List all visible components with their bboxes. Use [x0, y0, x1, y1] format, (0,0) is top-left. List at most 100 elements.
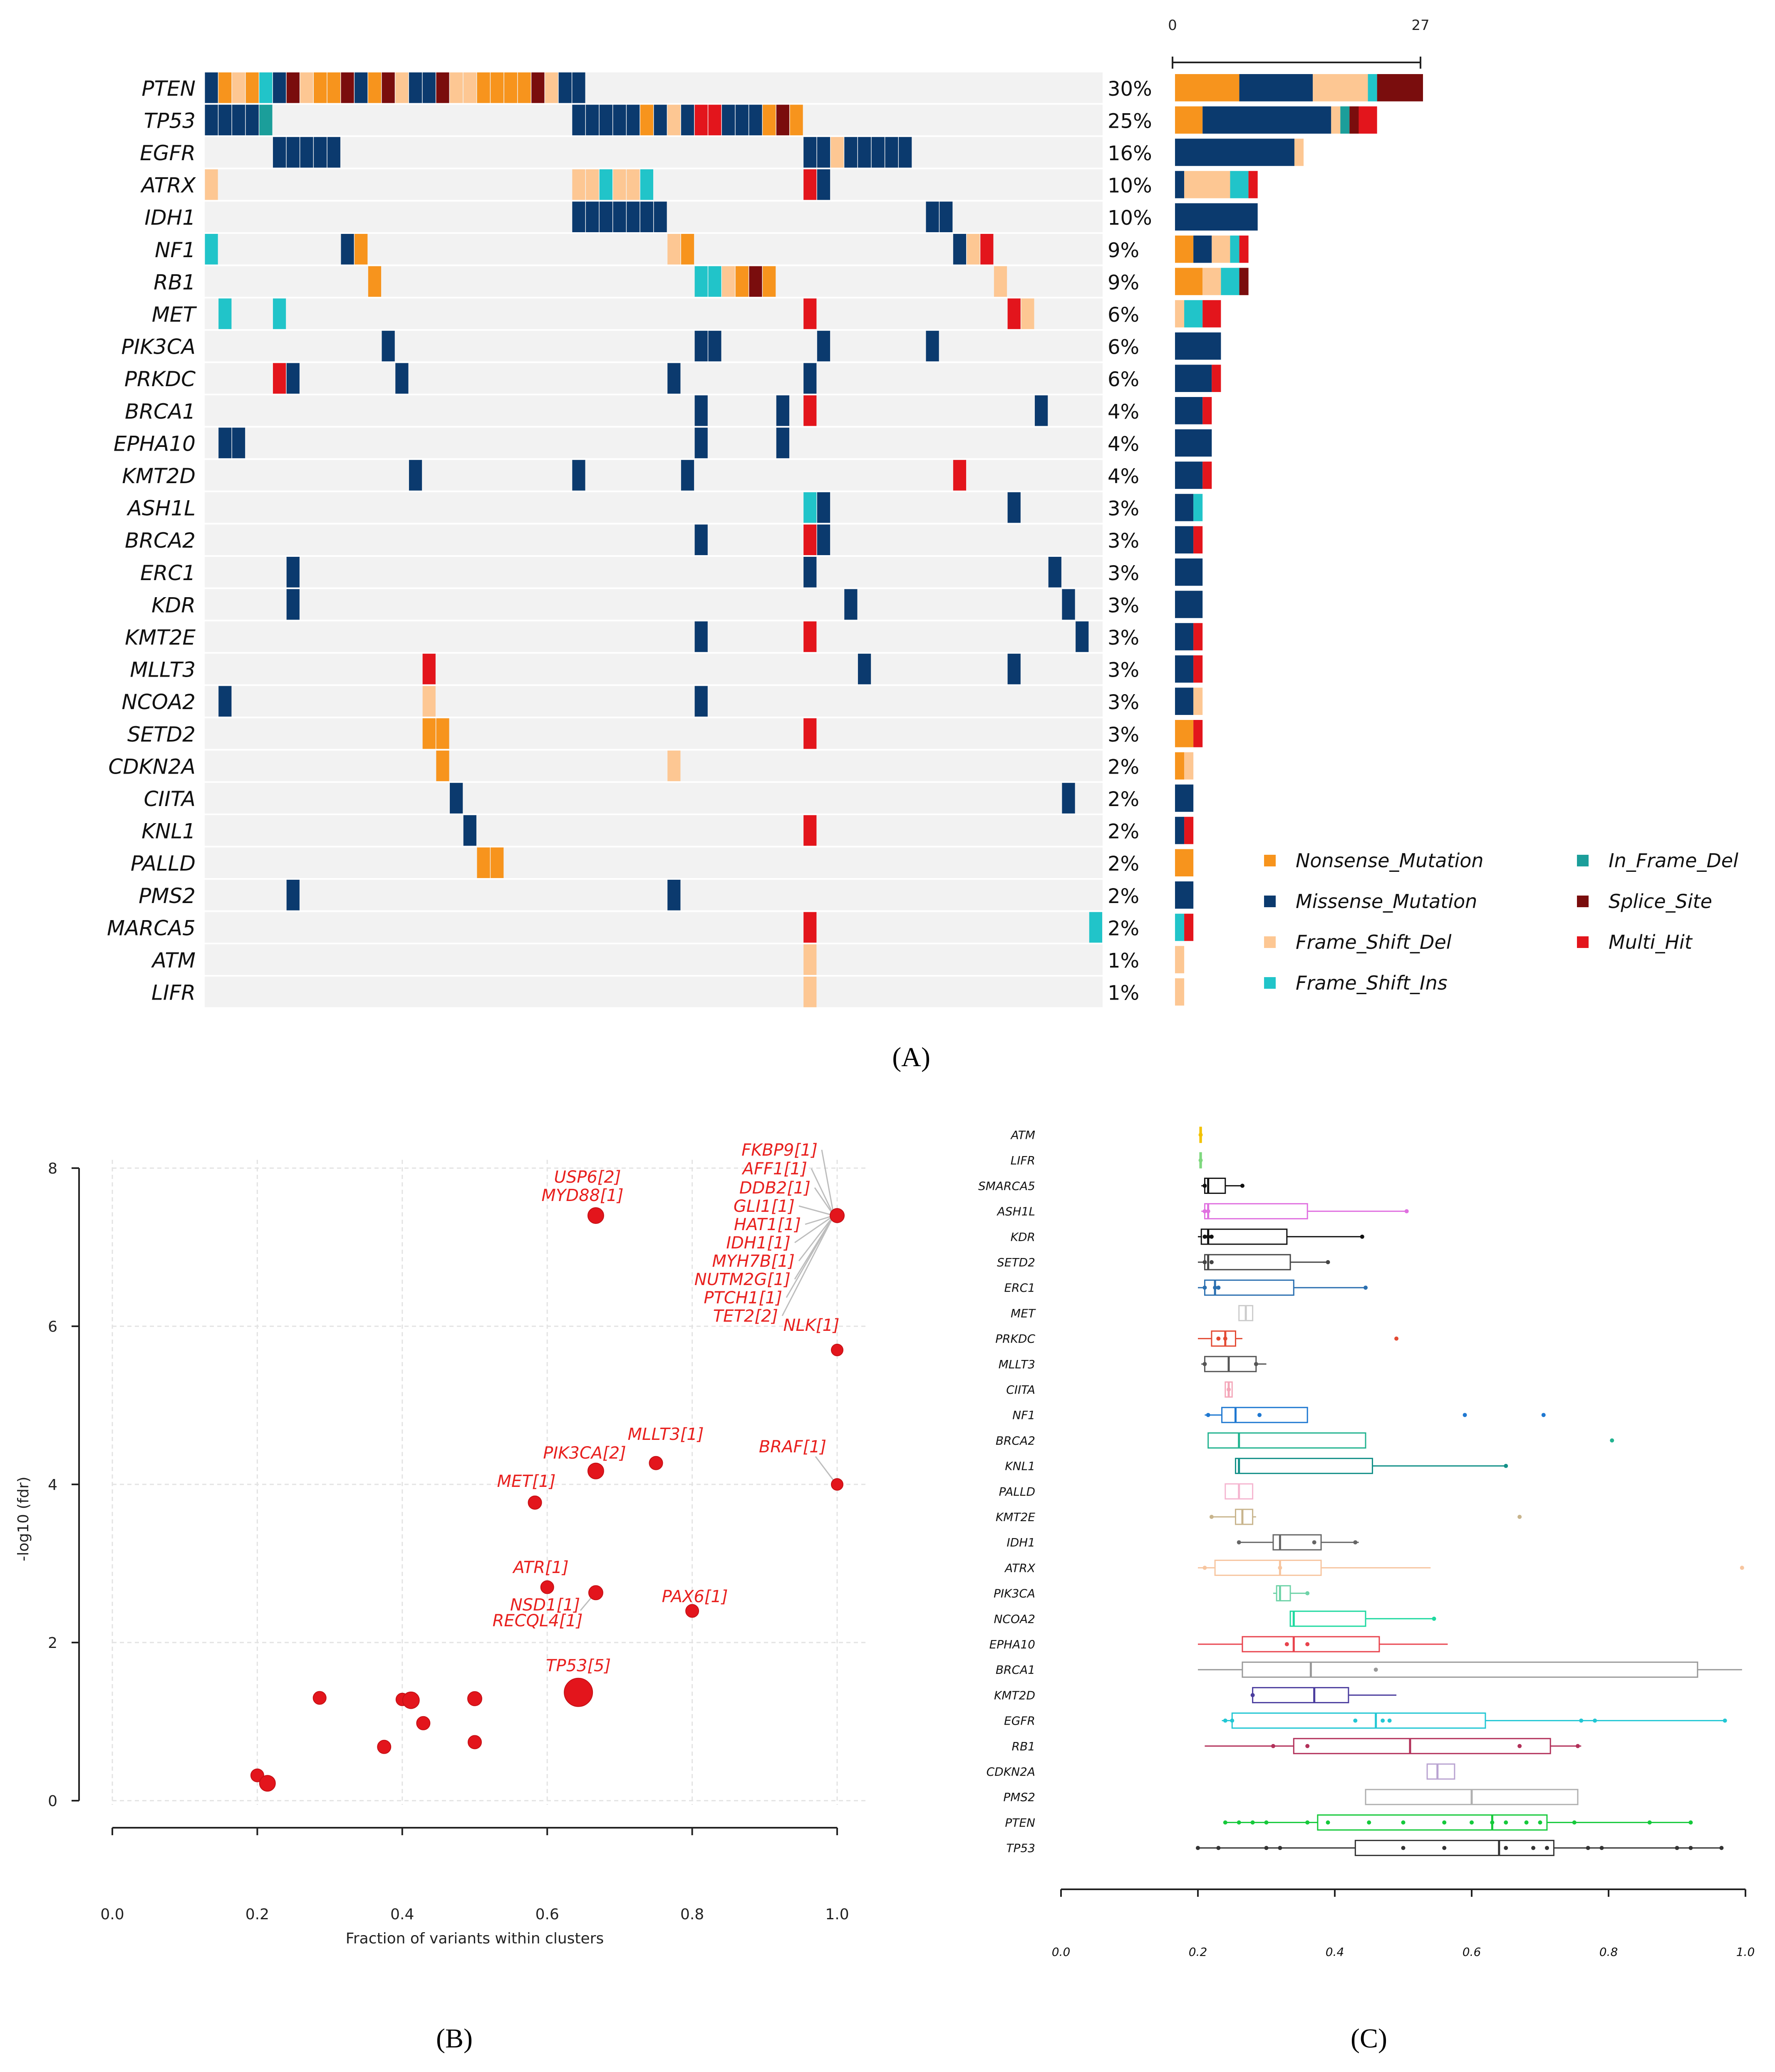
- gene-bar-segment: [1175, 365, 1212, 392]
- oncoplot-cell: [817, 137, 830, 168]
- oncoplot-cell: [803, 492, 817, 523]
- oncoplot-cell: [749, 104, 762, 136]
- gene-percent: 2%: [1108, 852, 1139, 876]
- oncoplot-cell: [817, 524, 830, 555]
- gene-bar-segment: [1175, 558, 1203, 586]
- box-point: [1305, 1820, 1310, 1825]
- oncoplot-cell: [205, 72, 218, 103]
- scatter-point: [587, 1462, 604, 1479]
- gene-bar-segment: [1175, 462, 1203, 489]
- oncoplot-cell: [286, 589, 300, 620]
- oncoplot-row-bg: [205, 589, 1103, 620]
- oncoplot-cell: [463, 815, 476, 846]
- scatter-point: [250, 1768, 264, 1782]
- cluster-label: RECQL4[1]: [493, 1611, 583, 1630]
- boxplot-gene-label: BRCA1: [996, 1663, 1035, 1677]
- oncoplot-cell: [899, 137, 912, 168]
- legend-swatch: [1577, 855, 1589, 866]
- box-point: [1227, 1387, 1231, 1392]
- oncoplot-cell: [980, 234, 994, 265]
- box-point: [1599, 1846, 1604, 1850]
- oncoplot-cell: [436, 72, 449, 103]
- oncoplot-cell: [667, 750, 681, 782]
- gene-label: EGFR: [140, 141, 196, 165]
- boxplot-gene-label: KMT2D: [994, 1688, 1035, 1702]
- boxplot-gene-label: PALLD: [999, 1485, 1035, 1499]
- box-point: [1196, 1846, 1200, 1850]
- box-iqr: [1211, 1330, 1236, 1347]
- oncoplot-cell: [735, 266, 749, 297]
- cluster-label: ATR[1]: [512, 1558, 568, 1577]
- scatter-xlabel: Fraction of variants within clusters: [346, 1930, 604, 1947]
- box-iqr: [1293, 1738, 1551, 1754]
- gene-percent: 2%: [1108, 885, 1139, 908]
- oncoplot-cell: [245, 104, 259, 136]
- gene-bar-segment: [1221, 268, 1240, 295]
- gene-bar-segment: [1175, 784, 1194, 812]
- gene-label: ATRX: [140, 174, 196, 198]
- box-iqr: [1221, 1407, 1308, 1423]
- oncoplot-cell: [599, 201, 612, 232]
- box-point: [1538, 1820, 1542, 1825]
- oncoplot-cell: [218, 686, 232, 717]
- leader-line: [786, 1215, 835, 1298]
- leader-line: [798, 1205, 834, 1216]
- cluster-label: TP53[5]: [546, 1656, 611, 1675]
- cluster-label: MET[1]: [497, 1472, 556, 1491]
- scatter-point: [377, 1739, 392, 1754]
- oncoplot-cell: [314, 137, 327, 168]
- boxplot-gene-label: CIITA: [1006, 1383, 1035, 1397]
- box-point: [1202, 1209, 1207, 1213]
- gene-percent: 3%: [1108, 562, 1139, 585]
- gene-bar-segment: [1175, 429, 1212, 457]
- panel-a-oncoplot: PTEN TP53 EGFR ATRX IDH1 NF1 RB1 MET PIK3CA PRKDC…: [107, 17, 1738, 1072]
- oncoplot-cell: [368, 266, 382, 297]
- oncoplot-cell: [1062, 783, 1075, 814]
- gene-percent: 3%: [1108, 723, 1139, 747]
- oncoplot-cell: [355, 234, 368, 265]
- box-point: [1305, 1591, 1310, 1596]
- oncoplot-cell: [491, 847, 504, 878]
- legend-swatch: [1264, 977, 1276, 989]
- boxplot-gene-label: RB1: [1012, 1739, 1035, 1753]
- gene-bar-segment: [1175, 332, 1221, 360]
- gene-bar-segment: [1175, 236, 1194, 263]
- oncoplot-cell: [803, 169, 817, 200]
- gene-bar-segment: [1175, 623, 1194, 650]
- box-point: [1202, 1362, 1207, 1366]
- box-point: [1524, 1820, 1529, 1825]
- boxplot-gene-label: EGFR: [1004, 1714, 1035, 1728]
- oncoplot-row-bg: [205, 460, 1103, 491]
- scatter-point: [649, 1456, 663, 1470]
- gene-label: SETD2: [127, 722, 196, 747]
- oncoplot-cell: [708, 266, 721, 297]
- oncoplot-cell: [1007, 653, 1021, 685]
- oncoplot-row-bg: [205, 330, 1103, 362]
- oncoplot-cell: [708, 104, 721, 136]
- gene-bar-segment: [1184, 300, 1203, 328]
- leader-line: [798, 1215, 835, 1261]
- panel-label-a: (A): [892, 1042, 930, 1072]
- oncoplot-cell: [803, 137, 817, 168]
- boxplot-xtick-label: 0.4: [1326, 1945, 1344, 1959]
- oncoplot-cell: [314, 72, 327, 103]
- gene-bar-segment: [1175, 526, 1194, 553]
- gene-bar-segment: [1175, 139, 1294, 166]
- oncoplot-cell: [926, 201, 939, 232]
- cluster-label: FKBP9[1]: [741, 1141, 818, 1160]
- box-iqr: [1200, 1228, 1288, 1245]
- oncoplot-cell: [463, 72, 476, 103]
- oncoplot-cell: [994, 266, 1007, 297]
- oncoplot-cell: [953, 460, 967, 491]
- box-point: [1209, 1515, 1214, 1519]
- oncoplot-row-bg: [205, 653, 1103, 685]
- scatter-point: [259, 1775, 276, 1792]
- boxplot-gene-label: CDKN2A: [987, 1765, 1035, 1779]
- scatter-point: [587, 1207, 604, 1224]
- box-point: [1572, 1820, 1577, 1825]
- oncoplot-cell: [694, 524, 708, 555]
- leader-line: [811, 1168, 835, 1216]
- cluster-label: IDH1[1]: [726, 1233, 791, 1253]
- oncoplot-cell: [613, 201, 626, 232]
